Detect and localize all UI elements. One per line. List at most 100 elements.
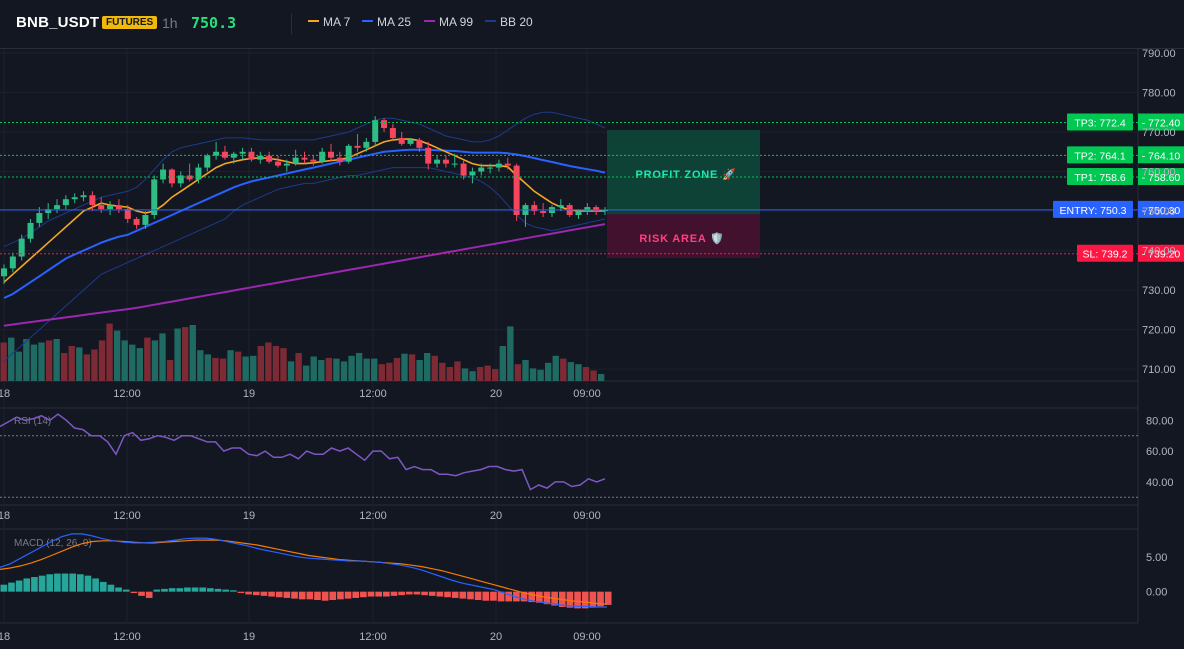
volume-bar — [265, 342, 272, 381]
volume-bar — [348, 355, 355, 381]
legend-ma7-label: MA 7 — [323, 15, 351, 29]
indicator-lines-layer — [3, 111, 606, 362]
macd-histogram-bar — [574, 591, 581, 609]
candle-body — [36, 213, 43, 223]
candle-body — [416, 139, 423, 148]
macd-histogram-bar — [505, 591, 513, 602]
timeframe-label[interactable]: 1h — [162, 15, 178, 31]
macd-histogram-bar — [444, 591, 451, 598]
futures-badge: FUTURES — [102, 16, 158, 29]
macd-histogram-bar — [474, 591, 482, 601]
volume-bar — [401, 353, 408, 381]
tp3-tag-text: TP3: 772.4 — [1074, 118, 1126, 130]
legend-ma7[interactable]: MA 7 — [308, 15, 350, 29]
macd-histogram-bar — [8, 582, 15, 592]
profit-zone — [607, 130, 760, 215]
time-tick-1-pane2: 12:00 — [113, 631, 141, 643]
grid-layer — [0, 49, 1139, 624]
candle-body — [248, 151, 255, 160]
volume-bar — [469, 371, 476, 381]
candle-body — [142, 215, 149, 225]
candle-body — [89, 195, 96, 206]
candle-body — [239, 151, 246, 154]
macd-histogram-bar — [314, 591, 321, 601]
candle-body — [1, 268, 7, 277]
volume-bar — [159, 333, 166, 381]
macd-histogram-bar — [92, 578, 99, 592]
macd-histogram-bar — [390, 591, 398, 596]
volume-bar — [106, 323, 113, 381]
profit-zone-label: PROFIT ZONE 🚀 — [635, 168, 736, 181]
volume-bar — [529, 368, 537, 381]
macd-histogram-bar — [291, 591, 298, 599]
legend-bb20[interactable]: BB 20 — [485, 15, 533, 29]
macd-histogram-bar — [99, 581, 107, 592]
volume-bar — [386, 362, 393, 381]
volume-bar — [295, 353, 302, 381]
candle-body — [124, 209, 131, 219]
volume-bar — [136, 348, 143, 381]
legend-bb20-swatch — [485, 19, 496, 22]
legend-ma25[interactable]: MA 25 — [362, 15, 411, 29]
volume-bar — [257, 346, 264, 381]
macd-line — [0, 533, 607, 608]
candle-body — [363, 141, 370, 148]
price-tick-5: 740.00 — [1142, 246, 1176, 258]
rsi-tick-2: 40.00 — [1146, 477, 1174, 489]
tp3-price-text: - 772.40 — [1142, 118, 1181, 130]
time-tick-2-pane1: 19 — [243, 510, 255, 522]
candle-body — [442, 159, 449, 164]
macd-histogram-bar — [199, 587, 207, 592]
candle-body — [478, 167, 485, 172]
macd-signal-line — [0, 539, 608, 605]
macd-histogram-bar — [283, 591, 291, 598]
macd-histogram-bar — [145, 591, 153, 598]
candle-body — [469, 171, 476, 176]
macd-histogram-bar — [329, 591, 337, 601]
candle-body — [18, 238, 25, 257]
risk-zone — [607, 214, 760, 258]
volume-bar — [76, 347, 83, 381]
candle-body — [398, 137, 405, 144]
symbol-label[interactable]: BNB_USDT — [16, 14, 100, 31]
legend-ma99[interactable]: MA 99 — [424, 15, 473, 29]
volume-bar — [0, 342, 7, 381]
entry-price-box — [1138, 200, 1184, 218]
volume-bar — [378, 364, 385, 381]
candle-body — [319, 151, 326, 162]
candle-body — [540, 211, 547, 214]
price-tick-3: 760.00 — [1142, 167, 1176, 179]
volume-bar — [287, 361, 295, 381]
candle-body — [328, 151, 335, 158]
volume-bar — [174, 328, 181, 381]
macd-histogram-bar — [191, 587, 199, 592]
macd-histogram-bar — [230, 590, 237, 592]
candle-body — [274, 161, 281, 166]
volume-bar — [537, 369, 544, 381]
volume-bar — [340, 361, 348, 381]
candle-body — [151, 179, 158, 215]
volume-bar — [204, 354, 212, 381]
macd-histogram-bar — [46, 574, 54, 592]
macd-histogram-bar — [589, 591, 597, 608]
macd-histogram-bar — [176, 588, 184, 592]
time-tick-5-pane2: 09:00 — [573, 631, 601, 643]
macd-histogram-bar — [497, 591, 505, 602]
rsi-line — [0, 413, 606, 491]
macd-histogram-bar — [184, 587, 191, 592]
candle-body — [160, 169, 167, 180]
candle-body — [71, 197, 78, 200]
candle-body — [434, 159, 441, 164]
volume-bar — [484, 365, 491, 381]
volume-bar — [45, 340, 53, 381]
entry-price-text: - 750.30 — [1142, 205, 1181, 217]
macd-histogram-bar — [360, 591, 367, 598]
macd-histogram-bar — [138, 591, 145, 596]
macd-pane: MACD (12, 26, 9) — [0, 533, 612, 609]
macd-histogram-bar — [260, 591, 268, 596]
ma25-line — [3, 148, 606, 299]
volume-bar — [408, 354, 416, 381]
candle-body — [310, 159, 317, 162]
time-tick-4-pane1: 20 — [490, 510, 502, 522]
